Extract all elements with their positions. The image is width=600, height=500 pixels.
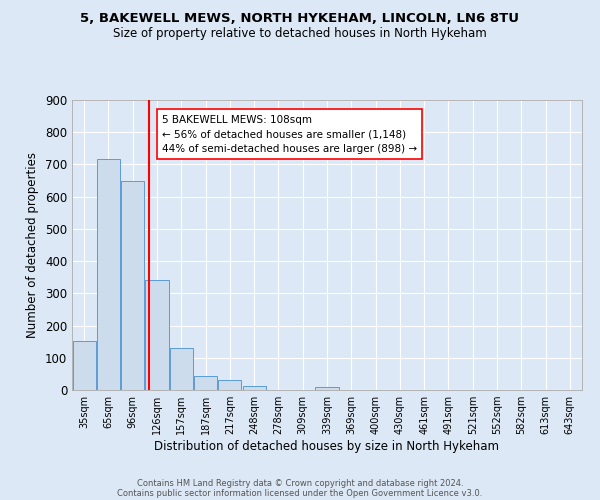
- Bar: [194, 376, 217, 390]
- Text: Contains public sector information licensed under the Open Government Licence v3: Contains public sector information licen…: [118, 488, 482, 498]
- Bar: [145, 280, 169, 390]
- Text: 5, BAKEWELL MEWS, NORTH HYKEHAM, LINCOLN, LN6 8TU: 5, BAKEWELL MEWS, NORTH HYKEHAM, LINCOLN…: [80, 12, 520, 26]
- Bar: [97, 159, 120, 390]
- Y-axis label: Number of detached properties: Number of detached properties: [26, 152, 40, 338]
- Bar: [218, 380, 241, 390]
- Bar: [73, 341, 95, 390]
- Text: 5 BAKEWELL MEWS: 108sqm
← 56% of detached houses are smaller (1,148)
44% of semi: 5 BAKEWELL MEWS: 108sqm ← 56% of detache…: [162, 114, 417, 154]
- Bar: [121, 180, 144, 390]
- Bar: [242, 386, 266, 390]
- X-axis label: Distribution of detached houses by size in North Hykeham: Distribution of detached houses by size …: [155, 440, 499, 453]
- Bar: [316, 387, 338, 390]
- Text: Size of property relative to detached houses in North Hykeham: Size of property relative to detached ho…: [113, 28, 487, 40]
- Text: Contains HM Land Registry data © Crown copyright and database right 2024.: Contains HM Land Registry data © Crown c…: [137, 478, 463, 488]
- Bar: [170, 348, 193, 390]
